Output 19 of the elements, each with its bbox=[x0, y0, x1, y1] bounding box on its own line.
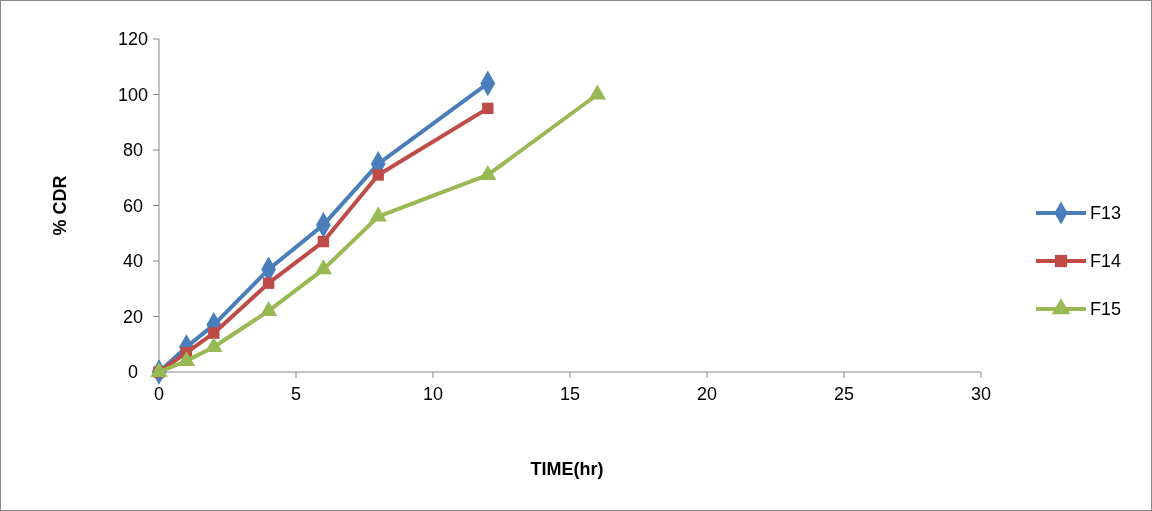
x-axis-title: TIME(hr) bbox=[530, 459, 604, 479]
x-tick-label: 10 bbox=[422, 384, 444, 404]
x-tick-label: 30 bbox=[970, 384, 992, 404]
legend-label: F15 bbox=[1090, 299, 1122, 320]
x-tick-label: 15 bbox=[559, 384, 581, 404]
x-tick-label: 5 bbox=[290, 384, 302, 404]
y-tick-label: 80 bbox=[122, 140, 144, 161]
x-tick-label: 0 bbox=[153, 384, 165, 404]
y-tick-label: 40 bbox=[122, 251, 144, 272]
legend-label: F14 bbox=[1090, 251, 1122, 272]
x-tick-label: 25 bbox=[833, 384, 855, 404]
y-tick-label: 0 bbox=[127, 362, 139, 383]
y-tick-label: 60 bbox=[122, 195, 144, 216]
y-tick-label: 120 bbox=[117, 29, 149, 50]
y-tick-label: 20 bbox=[122, 306, 144, 327]
y-axis-title: % CDR bbox=[50, 175, 70, 236]
x-tick-label: 20 bbox=[696, 384, 718, 404]
y-tick-label: 100 bbox=[117, 84, 149, 105]
legend-label: F13 bbox=[1090, 203, 1122, 224]
